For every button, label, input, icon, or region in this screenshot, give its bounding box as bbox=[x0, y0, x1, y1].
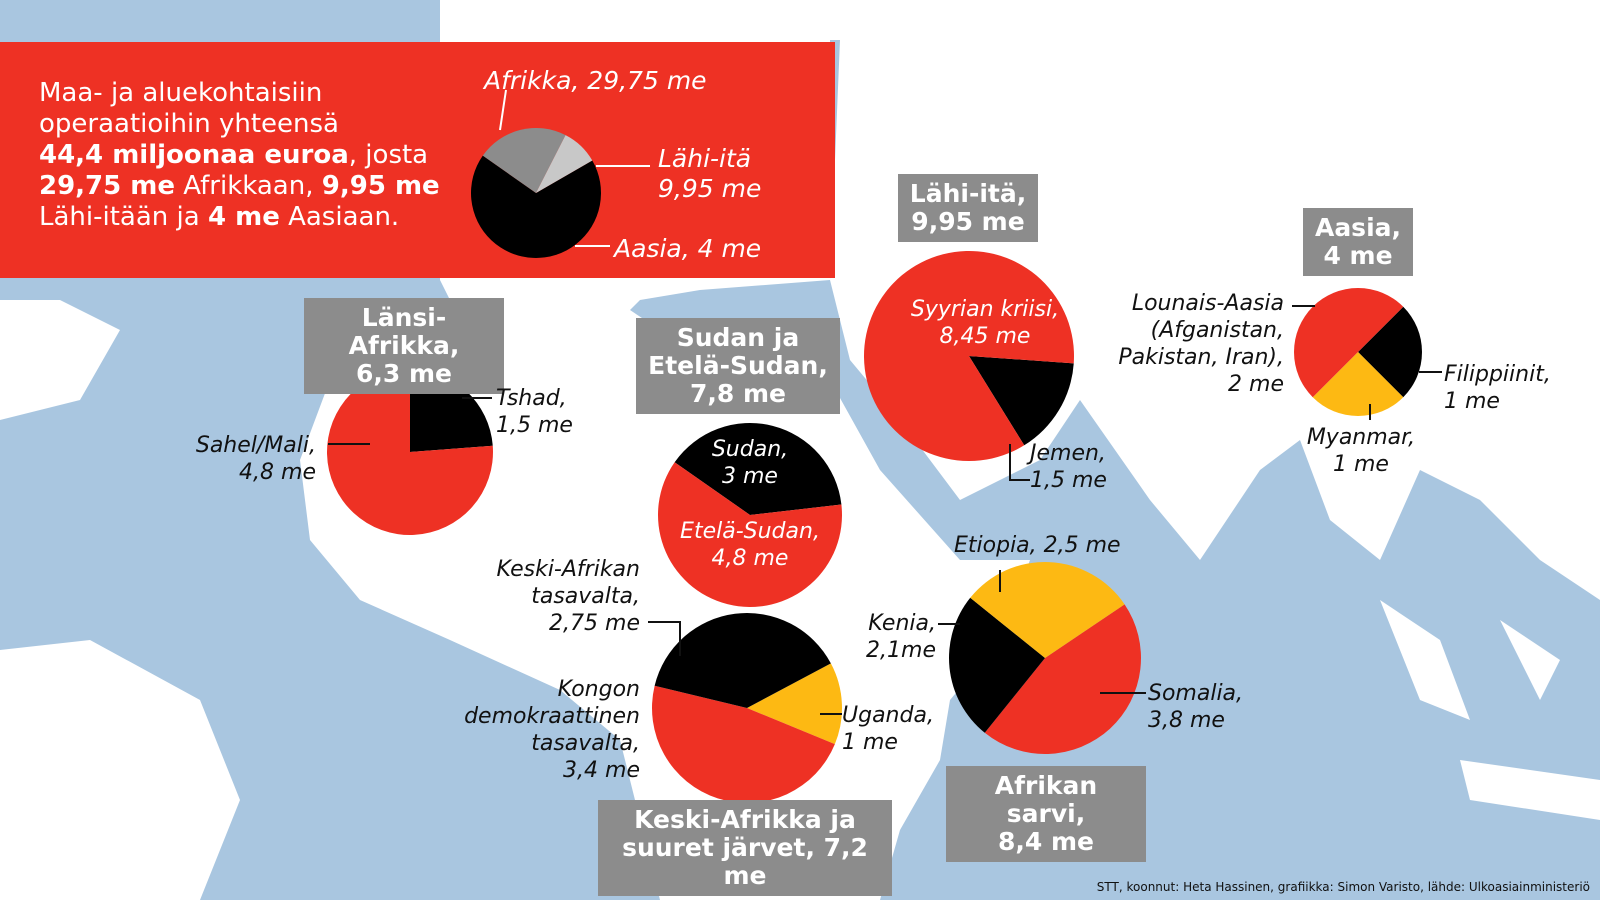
slice-keski-afrikan-tasavalta bbox=[654, 613, 831, 708]
slice-afrikka bbox=[471, 155, 601, 259]
slice-etela-sudan bbox=[658, 462, 842, 607]
label-myanmar: Myanmar, 1 me bbox=[1306, 425, 1416, 477]
pie-0 bbox=[471, 127, 601, 259]
slice-syyrian-kriisi bbox=[864, 250, 1074, 461]
slice-kongo bbox=[651, 685, 835, 804]
title-horn-of-africa: Afrikan sarvi, 8,4 me bbox=[946, 766, 1146, 862]
intro-line-1: Maa- ja aluekohtaisiin bbox=[39, 78, 323, 108]
label-etela-sudan: Etelä-Sudan, 4,8 me bbox=[680, 519, 820, 571]
title-sudan: Sudan ja Etelä-Sudan, 7,8 me bbox=[636, 318, 840, 414]
pie-6 bbox=[949, 562, 1142, 755]
summary-box bbox=[0, 42, 835, 278]
label-jemen: Jemen, 1,5 me bbox=[1030, 441, 1107, 493]
leader-line bbox=[1009, 444, 1030, 481]
label-tshad: Tshad, 1,5 me bbox=[496, 386, 573, 438]
intro-mideast-word: Lähi-itään ja bbox=[39, 202, 208, 232]
slice-somalia bbox=[984, 604, 1142, 755]
slice-lounais-aasia bbox=[1294, 287, 1404, 398]
label-somalia: Somalia, 3,8 me bbox=[1148, 681, 1244, 733]
slice-aasia bbox=[536, 135, 593, 193]
title-central-africa: Keski-Afrikka ja suuret järvet, 7,2 me bbox=[598, 800, 892, 896]
slice-lahi-ita bbox=[482, 127, 566, 193]
label-kenia: Kenia, 2,1me bbox=[866, 611, 936, 663]
intro-mideast-amount: 9,95 me bbox=[321, 171, 440, 201]
slice-jemen bbox=[969, 356, 1074, 446]
slice-uganda bbox=[747, 663, 842, 745]
slice-myanmar bbox=[1312, 352, 1404, 417]
intro-total: 44,4 miljoonaa euroa bbox=[39, 140, 349, 170]
pie-5 bbox=[651, 613, 842, 804]
intro-asia-word: Aasiaan. bbox=[279, 202, 400, 232]
label-afrikka: Afrikka, 29,75 me bbox=[484, 66, 707, 95]
intro-asia-amount: 4 me bbox=[207, 202, 280, 232]
leader-line bbox=[499, 89, 507, 131]
pie-3 bbox=[864, 250, 1074, 461]
label-kongo: Kongon demokraattinen tasavalta, 3,4 me bbox=[464, 677, 640, 783]
label-syyria: Syyrian kriisi, 8,45 me bbox=[910, 297, 1060, 349]
islands-landmass bbox=[1380, 600, 1600, 820]
title-asia: Aasia, 4 me bbox=[1303, 208, 1413, 276]
label-lahi-ita: Lähi-itä 9,95 me bbox=[658, 144, 762, 203]
source-credit: STT, koonnut: Heta Hassinen, grafiikka: … bbox=[1096, 880, 1590, 894]
title-west-africa: Länsi-Afrikka, 6,3 me bbox=[304, 298, 504, 394]
label-etiopia: Etiopia, 2,5 me bbox=[954, 533, 1121, 558]
summary-text: Maa- ja aluekohtaisiin operaatioihin yht… bbox=[39, 78, 469, 233]
label-uganda: Uganda, 1 me bbox=[842, 703, 934, 755]
label-aasia: Aasia, 4 me bbox=[614, 234, 762, 263]
pie-2 bbox=[658, 423, 842, 607]
slice-kenia bbox=[949, 597, 1045, 733]
label-sahel-mali: Sahel/Mali, 4,8 me bbox=[195, 433, 316, 485]
leader-line bbox=[648, 621, 681, 656]
label-filippiinit: Filippiinit, 1 me bbox=[1444, 362, 1551, 414]
intro-africa-word: Afrikkaan, bbox=[175, 171, 322, 201]
title-middle-east: Lähi-itä, 9,95 me bbox=[898, 174, 1038, 242]
intro-africa-amount: 29,75 me bbox=[39, 171, 176, 201]
slice-sudan bbox=[674, 423, 842, 515]
pie-4 bbox=[1294, 287, 1422, 417]
intro-line-2: operaatioihin yhteensä bbox=[39, 109, 339, 139]
label-lounais-aasia: Lounais-Aasia (Afganistan, Pakistan, Ira… bbox=[1118, 291, 1284, 397]
americas-landmass bbox=[0, 300, 240, 900]
slice-etiopia bbox=[970, 562, 1125, 658]
label-keski-afrikan-tasavalta: Keski-Afrikan tasavalta, 2,75 me bbox=[496, 557, 640, 636]
slice-filippiinit bbox=[1358, 306, 1422, 398]
intro-after-total: , josta bbox=[348, 140, 429, 170]
label-sudan: Sudan, 3 me bbox=[711, 437, 789, 489]
slice-sahel-mali bbox=[327, 369, 493, 535]
